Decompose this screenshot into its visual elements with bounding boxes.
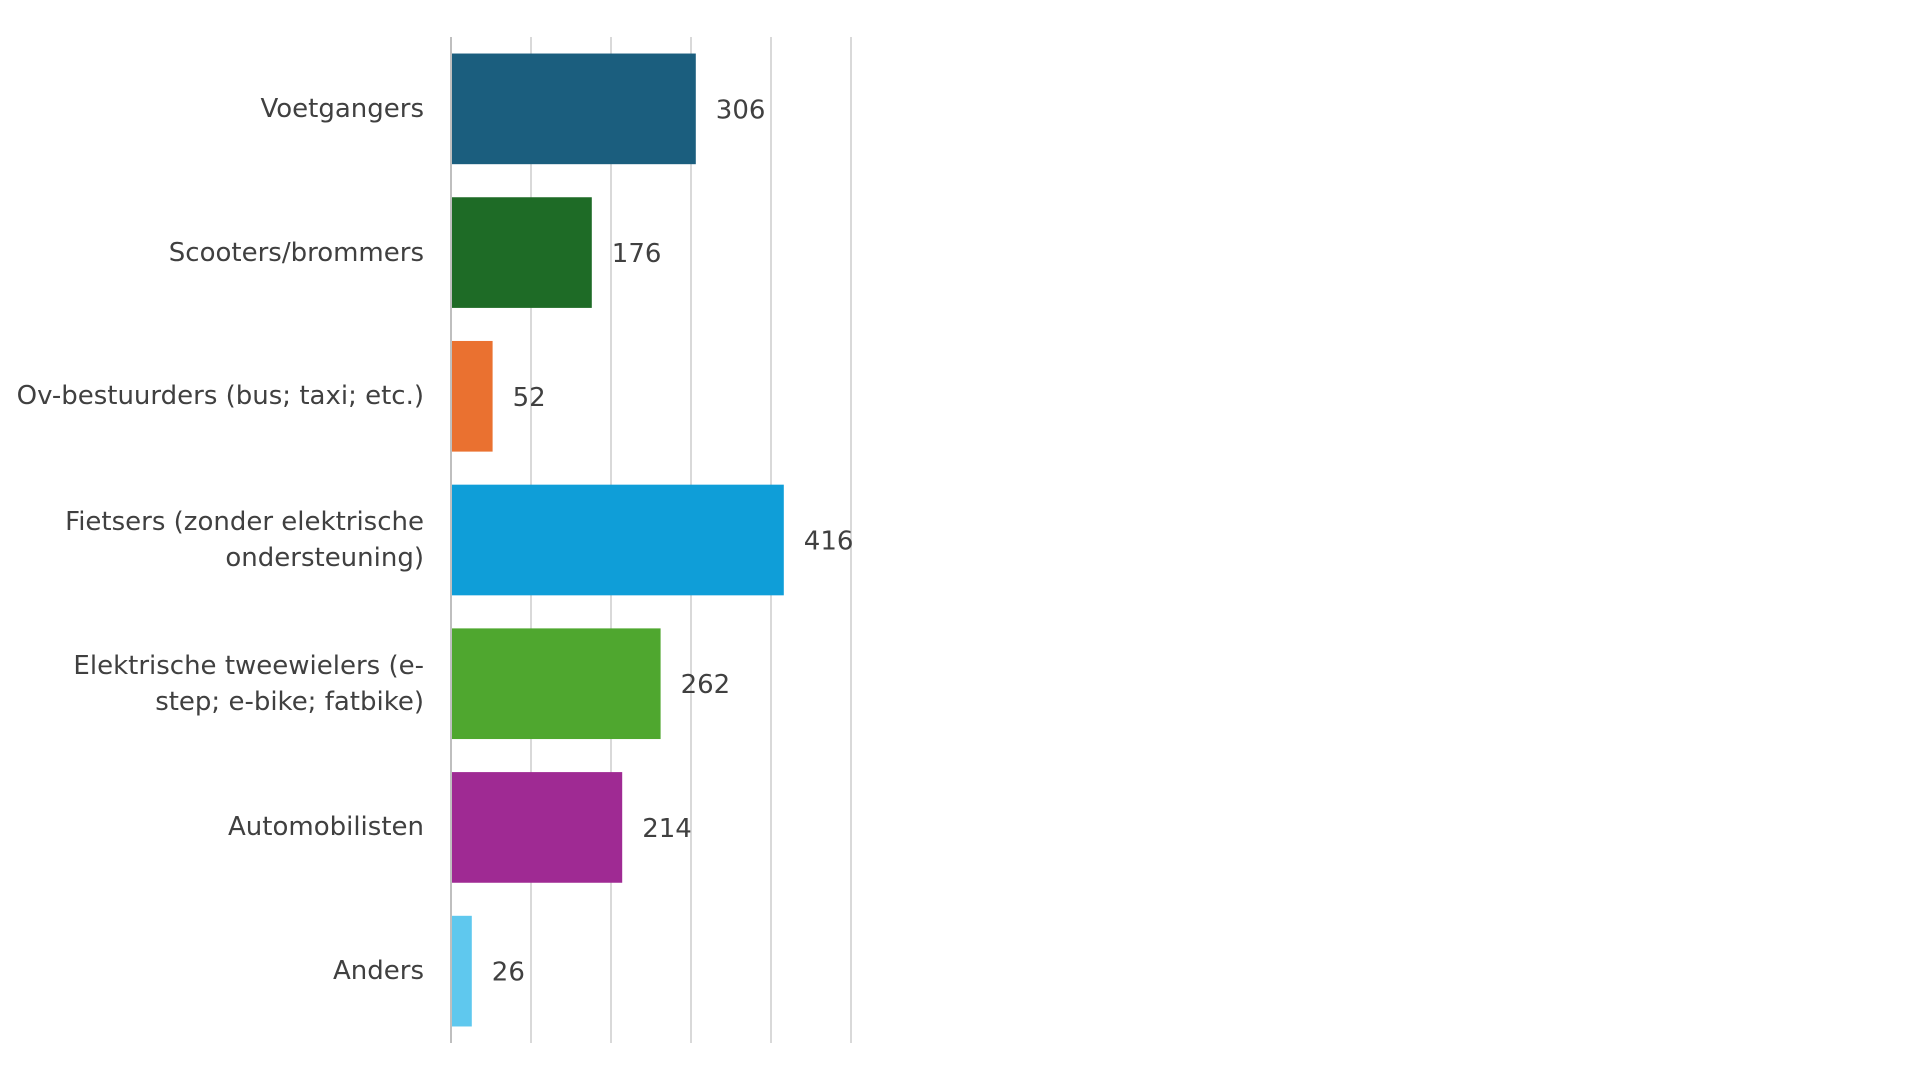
category-label: Voetgangers [260, 93, 424, 124]
value-label: 26 [492, 958, 525, 988]
bar [451, 628, 661, 740]
category-label: Automobilisten [228, 812, 424, 843]
value-label: 52 [513, 383, 546, 413]
bar [451, 53, 696, 165]
category-label: Ov-bestuurders (bus; taxi; etc.) [16, 381, 424, 412]
value-label: 214 [642, 814, 692, 844]
value-label: 306 [716, 95, 766, 125]
category-label: Fietsers (zonder elektrische ondersteuni… [65, 507, 424, 573]
bar [451, 340, 493, 452]
value-label: 262 [681, 670, 731, 700]
bar [451, 772, 623, 883]
category-label: Anders [333, 956, 424, 987]
value-label: 416 [804, 527, 854, 557]
bar [451, 484, 784, 596]
bar [451, 197, 592, 308]
value-label: 176 [612, 239, 662, 269]
category-label: Elektrische tweewielers (e-step; e-bike;… [73, 650, 424, 717]
bar [451, 915, 472, 1027]
category-label: Scooters/brommers [168, 237, 424, 268]
